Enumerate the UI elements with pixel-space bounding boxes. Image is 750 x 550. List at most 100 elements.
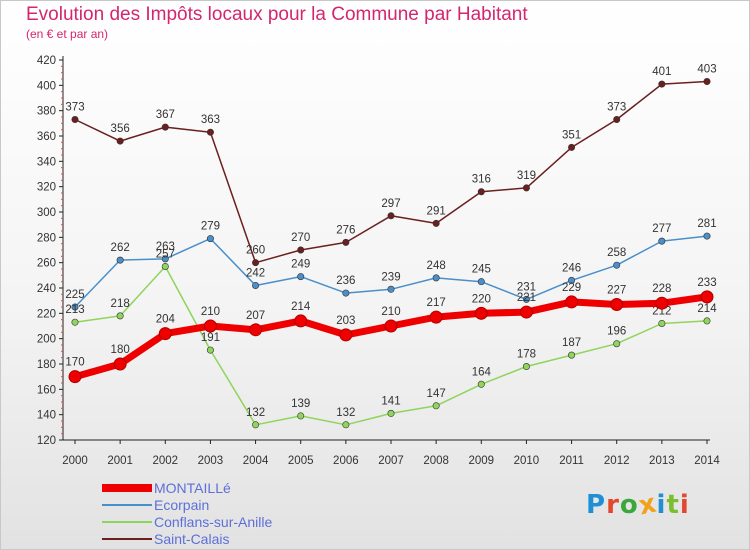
data-label-montaill: 180 xyxy=(111,344,130,356)
data-label-saint-calais: 363 xyxy=(201,114,220,126)
data-point-ecorpain xyxy=(432,274,440,282)
data-point-saint-calais xyxy=(116,137,124,145)
legend-label: Saint-Calais xyxy=(154,531,230,547)
data-point-montaill xyxy=(384,319,398,333)
data-point-montaill xyxy=(68,370,82,384)
data-label-montaill: 207 xyxy=(246,310,265,322)
data-label-conflans-sur-anille: 257 xyxy=(156,248,175,260)
data-point-ecorpain xyxy=(477,278,485,286)
data-label-ecorpain: 246 xyxy=(562,262,581,274)
data-label-saint-calais: 403 xyxy=(697,64,716,76)
data-label-montaill: 210 xyxy=(201,306,220,318)
data-label-ecorpain: 281 xyxy=(697,218,716,230)
data-label-conflans-sur-anille: 139 xyxy=(291,398,310,410)
data-label-conflans-sur-anille: 147 xyxy=(427,388,446,400)
data-point-ecorpain xyxy=(342,289,350,297)
y-tick-label: 200 xyxy=(37,334,56,346)
data-point-montaill xyxy=(700,290,714,304)
legend-label: MONTAILLé xyxy=(154,480,231,496)
y-tick-label: 360 xyxy=(37,131,56,143)
data-label-ecorpain: 263 xyxy=(156,241,175,253)
data-label-montaill: 217 xyxy=(427,297,446,309)
data-label-ecorpain: 277 xyxy=(652,223,671,235)
y-tick-label: 220 xyxy=(37,308,56,320)
data-label-conflans-sur-anille: 178 xyxy=(517,349,536,361)
data-point-ecorpain xyxy=(116,256,124,264)
data-label-saint-calais: 291 xyxy=(427,205,446,217)
data-label-montaill: 220 xyxy=(472,293,491,305)
logo-letter: P xyxy=(586,490,607,520)
data-point-montaill xyxy=(610,297,624,311)
data-point-saint-calais xyxy=(342,238,350,246)
data-point-montaill xyxy=(203,319,217,333)
data-label-montaill: 210 xyxy=(381,306,400,318)
x-tick-label: 2003 xyxy=(198,455,224,467)
x-tick-label: 2001 xyxy=(107,455,133,467)
x-tick-label: 2008 xyxy=(423,455,449,467)
series-montaill: 170 180 204 210 207 214 203 210 217 220 221 229 227 2… xyxy=(65,277,717,384)
data-point-montaill xyxy=(113,357,127,371)
data-label-montaill: 221 xyxy=(517,292,536,304)
y-tick-label: 260 xyxy=(37,258,56,270)
legend-swatch xyxy=(102,538,152,540)
x-tick-label: 2010 xyxy=(514,455,540,467)
y-tick-label: 380 xyxy=(37,106,56,118)
data-point-conflans-sur-anille xyxy=(703,317,711,325)
chart-title: Evolution des Impôts locaux pour la Comm… xyxy=(26,4,528,25)
logo-letter: o xyxy=(619,490,639,520)
data-label-saint-calais: 373 xyxy=(607,102,626,114)
data-label-conflans-sur-anille: 218 xyxy=(111,298,130,310)
data-label-montaill: 204 xyxy=(156,314,176,326)
data-point-ecorpain xyxy=(658,237,666,245)
data-point-montaill xyxy=(474,306,488,320)
data-label-ecorpain: 262 xyxy=(111,242,130,254)
data-point-saint-calais xyxy=(71,116,79,124)
data-label-saint-calais: 351 xyxy=(562,129,581,141)
data-label-saint-calais: 316 xyxy=(472,174,491,186)
data-point-montaill xyxy=(429,310,443,324)
data-point-conflans-sur-anille xyxy=(252,421,260,429)
data-label-ecorpain: 231 xyxy=(517,281,536,293)
data-point-conflans-sur-anille xyxy=(206,346,214,354)
data-label-montaill: 170 xyxy=(65,357,84,369)
legend-swatch xyxy=(102,504,152,506)
data-label-ecorpain: 249 xyxy=(291,259,310,271)
data-point-montaill xyxy=(294,314,308,328)
logo-letter: r xyxy=(606,490,620,520)
data-label-ecorpain: 245 xyxy=(472,264,491,276)
data-point-montaill xyxy=(565,295,579,309)
data-label-ecorpain: 239 xyxy=(381,271,400,283)
data-label-montaill: 214 xyxy=(291,301,311,313)
data-point-saint-calais xyxy=(432,219,440,227)
y-tick-label: 280 xyxy=(37,232,56,244)
legend-label: Ecorpain xyxy=(154,497,210,513)
data-point-saint-calais xyxy=(658,80,666,88)
data-label-saint-calais: 319 xyxy=(517,170,536,182)
data-point-conflans-sur-anille xyxy=(71,318,79,326)
data-point-conflans-sur-anille xyxy=(342,421,350,429)
data-label-conflans-sur-anille: 132 xyxy=(336,407,355,419)
data-point-saint-calais xyxy=(703,78,711,86)
data-label-ecorpain: 248 xyxy=(427,260,446,272)
data-label-montaill: 229 xyxy=(562,282,581,294)
data-point-montaill xyxy=(249,323,263,337)
data-label-saint-calais: 356 xyxy=(111,123,130,135)
data-point-conflans-sur-anille xyxy=(387,409,395,417)
data-label-montaill: 228 xyxy=(652,283,671,295)
data-label-saint-calais: 276 xyxy=(336,224,355,236)
data-label-conflans-sur-anille: 214 xyxy=(697,303,717,315)
data-label-saint-calais: 401 xyxy=(652,66,671,78)
data-point-ecorpain xyxy=(613,261,621,269)
y-tick-label: 340 xyxy=(37,156,56,168)
data-label-saint-calais: 367 xyxy=(156,109,175,121)
series-saint-calais: 373 356 367 363 260 270 276 297 291 316 319 351 373 4… xyxy=(65,64,717,267)
data-point-saint-calais xyxy=(568,143,576,151)
logo-letter: i xyxy=(679,490,690,520)
data-point-saint-calais xyxy=(477,188,485,196)
legend-swatch xyxy=(102,521,152,523)
data-point-saint-calais xyxy=(387,212,395,220)
y-tick-label: 140 xyxy=(37,410,56,422)
data-point-conflans-sur-anille xyxy=(432,402,440,410)
data-label-saint-calais: 373 xyxy=(65,102,84,114)
